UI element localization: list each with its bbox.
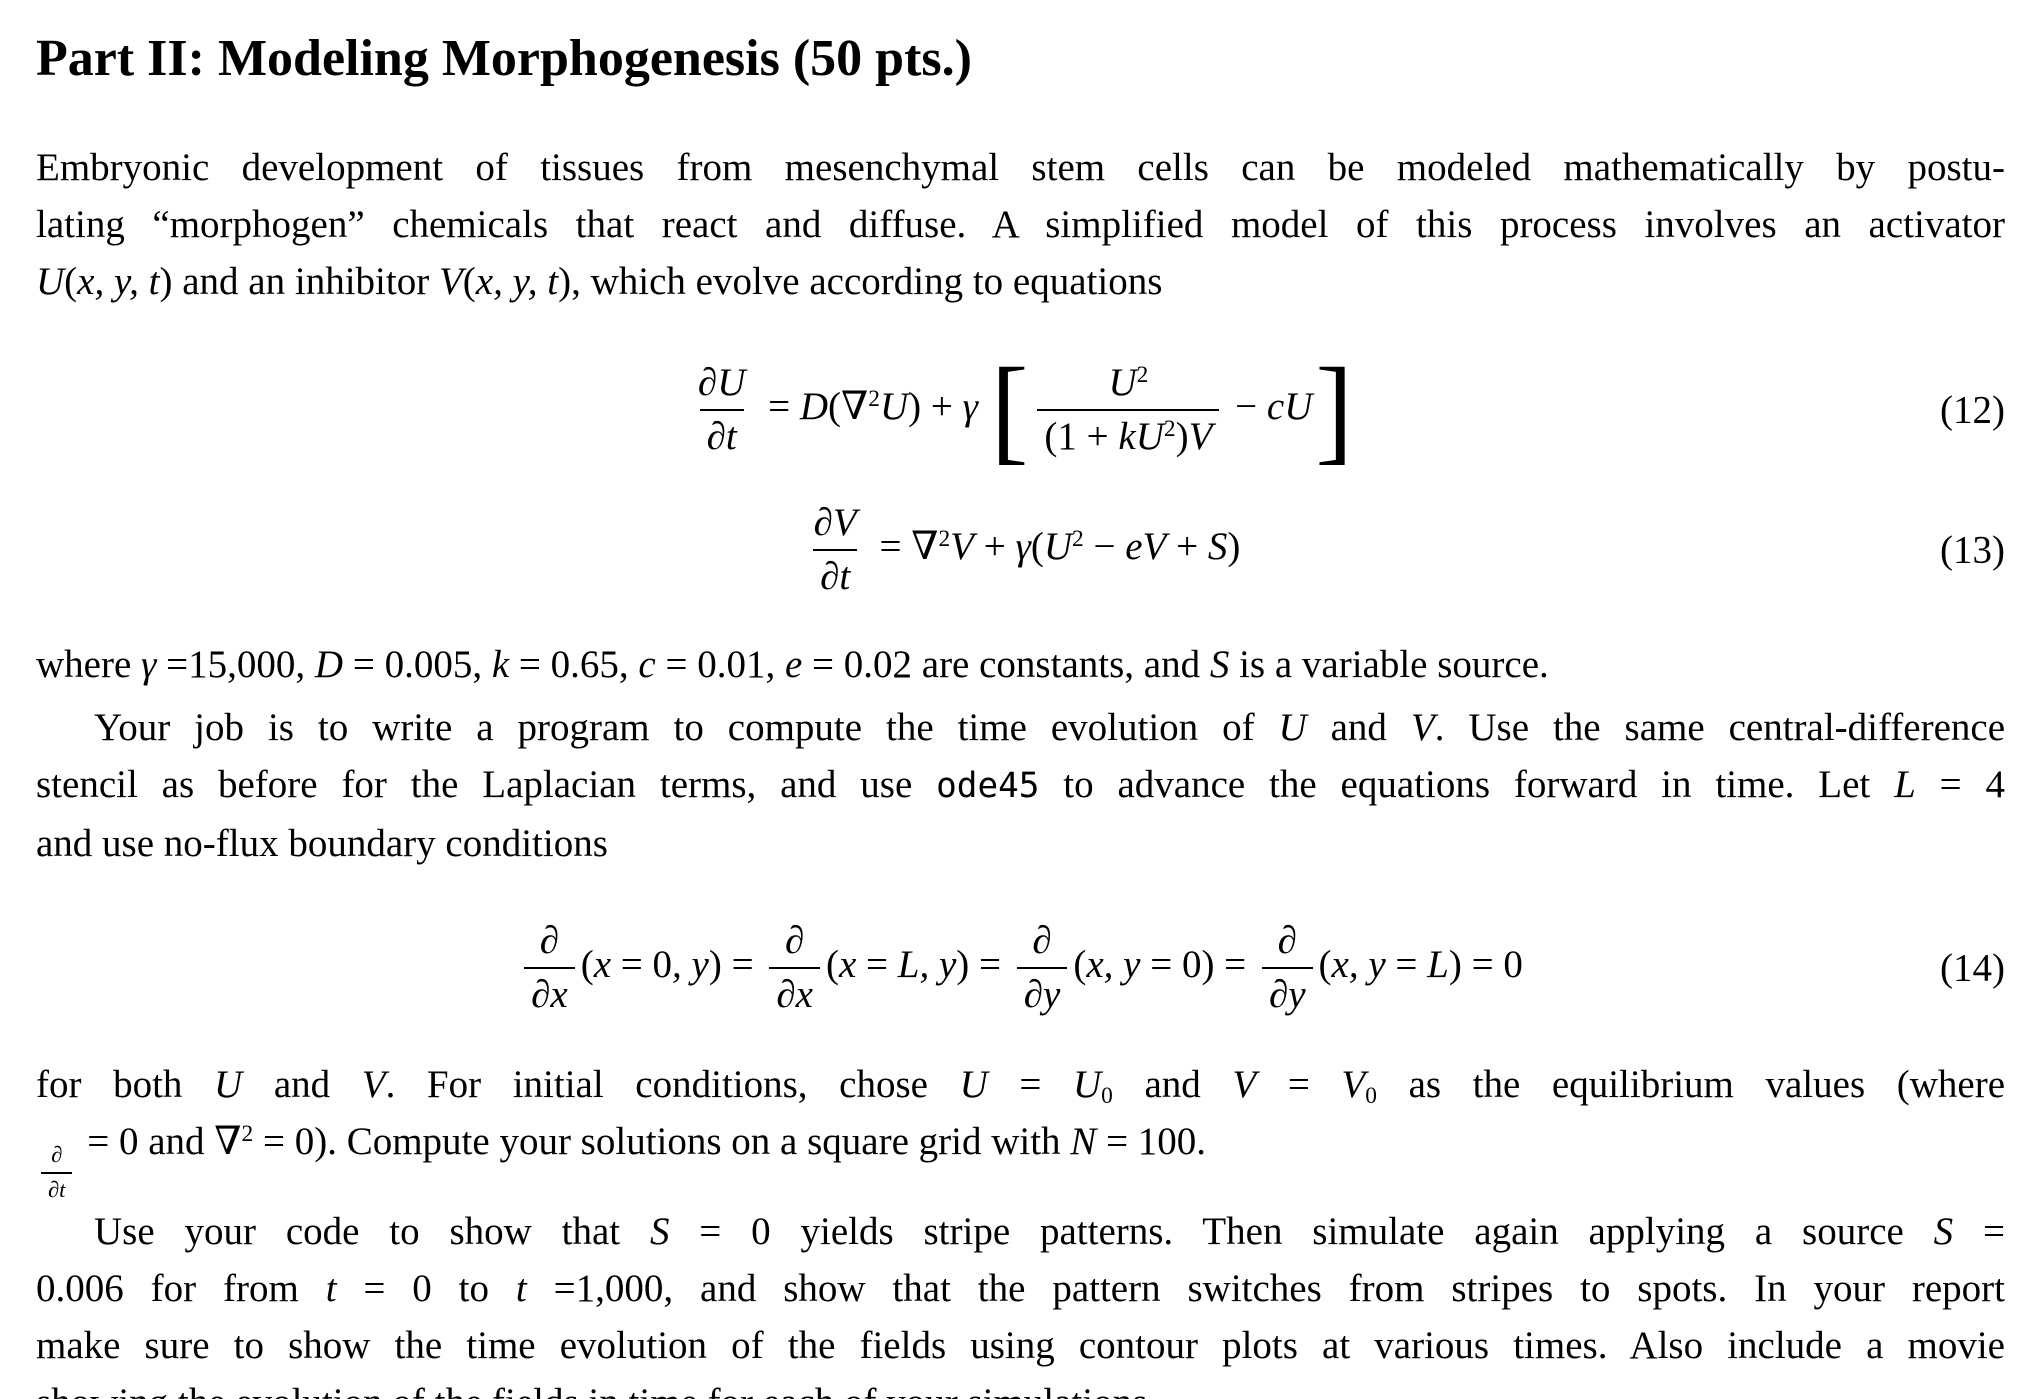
text-line: Embryonic development of tissues from me… [36, 146, 2005, 190]
paragraph-intro: Embryonic development of tissues from me… [36, 139, 2005, 310]
text-line: stencil as before for the Laplacian term… [36, 763, 2006, 807]
equation-12-body: ∂U ∂t = D(∇2U) + γ [U2 (1 + kU2)V − cU] [697, 344, 1354, 476]
equation-12-number: (12) [1940, 388, 2005, 432]
paragraph-usage: Use your code to show that S = 0 yields … [36, 1203, 2005, 1399]
text-line: Your job is to write a program to comput… [94, 706, 2006, 750]
text-line: where γ =15,000, D = 0.005, k = 0.65, c … [36, 643, 1549, 687]
paragraph-initial-conditions: for both U and V. For initial conditions… [36, 1056, 2005, 1203]
text-line: make sure to show the time evolution of … [36, 1324, 2005, 1368]
equation-13-body: ∂V ∂t = ∇2V + γ(U2 − eV + S) [801, 500, 1240, 600]
text-line: lating “morphogen” chemicals that react … [36, 203, 2005, 247]
paragraph-job: Your job is to write a program to comput… [36, 699, 2005, 872]
text-line: ∂ ∂t = 0 and ∇2 = 0). Compute your soluti… [36, 1113, 2005, 1203]
page-title: Part II: Modeling Morphogenesis (50 pts.… [36, 30, 972, 87]
text-line: Use your code to show that S = 0 yields … [94, 1210, 2006, 1254]
text-line: and use no-flux boundary conditions [36, 822, 608, 866]
paragraph-constants: where γ =15,000, D = 0.005, k = 0.65, c … [36, 636, 2005, 693]
equation-14-body: ∂ ∂x (x = 0, y) = ∂ ∂x (x = L, y) = ∂ ∂y (x, y… [518, 918, 1523, 1018]
equation-13: ∂V ∂t = ∇2V + γ(U2 − eV + S) (13) [36, 494, 2005, 606]
equation-13-number: (13) [1940, 528, 2005, 572]
equation-12: ∂U ∂t = D(∇2U) + γ [U2 (1 + kU2)V − cU] (1… [36, 340, 2005, 480]
text-line: showing the evolution of the fields in t… [36, 1374, 2005, 1399]
equation-14: ∂ ∂x (x = 0, y) = ∂ ∂x (x = L, y) = ∂ ∂y (x, y… [36, 902, 2005, 1034]
equation-14-number: (14) [1940, 946, 2005, 990]
text-line: for both U and V. For initial conditions… [36, 1063, 2005, 1110]
text-line: 0.006 for from t = 0 to t =1,000, and sh… [36, 1267, 2005, 1311]
text-line: U(x, y, t) and an inhibitor V(x, y, t), … [36, 260, 1163, 304]
